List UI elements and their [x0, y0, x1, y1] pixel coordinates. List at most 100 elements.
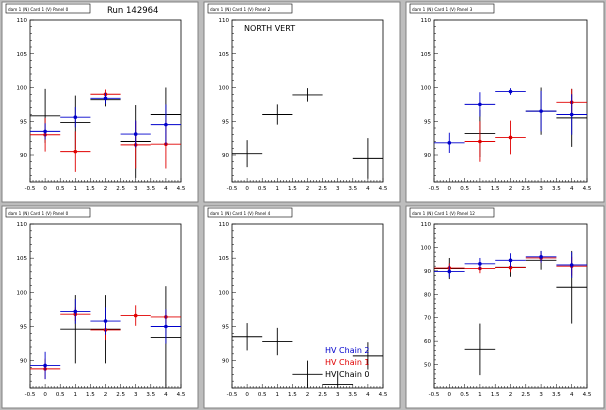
x-tick-label: 2.5: [116, 186, 125, 192]
data-point: [508, 89, 513, 94]
x-tick-label: -0.5: [227, 186, 238, 192]
panel-annotation: Run 142964: [107, 6, 158, 16]
y-tick-label: 90: [222, 153, 229, 159]
x-tick-label: 3.5: [348, 186, 357, 192]
y-tick-label: 90: [20, 359, 27, 365]
x-tick-label: 1: [74, 392, 78, 398]
data-point: [133, 132, 138, 136]
data-point: [508, 135, 513, 140]
y-tick-label: 70: [424, 316, 431, 322]
x-tick-label: 3: [539, 186, 543, 192]
y-tick-label: 95: [222, 325, 229, 331]
y-tick-label: 80: [424, 292, 431, 298]
data-point: [164, 122, 168, 127]
panel-header-box: [5, 3, 91, 14]
panel-3: dam 1 (N) Card 1 (V) Panel 3 -0.5 0 0.5 1 1.5…: [405, 1, 605, 203]
series-chain2: [30, 299, 181, 380]
panel-header: dam 1 (N) Card 1 (V) Panel 0: [8, 211, 69, 216]
x-tick-label: 0: [448, 392, 452, 398]
panel-6: dam 1 (N) Card 1 (V) Panel 12 -0.5 0 0.5 1 1.…: [405, 205, 605, 409]
y-tick-label: 110: [421, 222, 432, 228]
y-tick-label: 110: [219, 18, 230, 24]
x-tick-label: 3.5: [348, 392, 357, 398]
x-tick-label: 4: [366, 392, 370, 398]
x-tick-label: 3: [134, 186, 138, 192]
x-tick-label: 0.5: [258, 186, 267, 192]
panel-background: [203, 205, 401, 409]
y-tick-label: 100: [17, 86, 28, 92]
y-tick-label: 95: [20, 325, 27, 331]
x-tick-label: 0: [43, 186, 47, 192]
panel-header: dam 1 (N) Card 1 (V) Panel 0: [8, 7, 69, 12]
panel-1: dam 1 (N) Card 1 (V) Panel 0 -0.5 0 0.5 1 1.5…: [1, 1, 199, 203]
y-tick-label: 105: [17, 52, 28, 58]
panel-background: [405, 205, 605, 409]
x-tick-label: 4.5: [379, 392, 388, 398]
x-tick-label: 4.5: [583, 186, 592, 192]
data-point: [43, 363, 47, 368]
panel-header: dam 1 (N) Card 1 (V) Panel 3: [412, 7, 473, 12]
data-point: [539, 109, 543, 113]
data-point: [103, 96, 108, 101]
data-point: [447, 269, 452, 274]
y-tick-label: 95: [20, 119, 27, 125]
y-tick-label: 100: [219, 86, 230, 92]
data-point: [569, 112, 574, 117]
y-tick-label: 95: [222, 119, 229, 125]
y-tick-label: 105: [219, 52, 230, 58]
data-point: [43, 129, 47, 134]
data-point: [569, 263, 574, 267]
data-point: [447, 141, 452, 145]
y-tick-label: 95: [424, 119, 431, 125]
x-tick-label: 0.5: [56, 186, 65, 192]
data-point: [508, 258, 513, 263]
x-tick-label: -0.5: [429, 392, 440, 398]
y-tick-label: 90: [424, 153, 431, 159]
legend: HV Chain 2 HV Chain 1 HV Chain 0: [325, 346, 370, 379]
y-tick-label: 50: [424, 363, 431, 369]
panel-annotation: NORTH VERT: [244, 24, 295, 33]
x-tick-label: 1.5: [491, 186, 500, 192]
data-point: [103, 319, 108, 323]
data-point: [73, 149, 78, 154]
x-tick-label: 3: [134, 392, 138, 398]
x-tick-label: -0.5: [25, 186, 36, 192]
panel-header-box: [409, 207, 495, 218]
series-chain2: [30, 92, 181, 148]
y-tick-label: 90: [20, 153, 27, 159]
x-tick-label: 3.5: [552, 186, 561, 192]
panel-2: dam 1 (N) Card 1 (V) Panel 2 -0.5 0 0.5 1 1.5…: [203, 1, 401, 203]
panel-header-box: [5, 207, 91, 218]
x-tick-label: 4: [570, 392, 574, 398]
x-tick-label: 4: [164, 392, 168, 398]
x-tick-label: 1.5: [86, 392, 95, 398]
legend-entry: HV Chain 0: [325, 370, 370, 379]
x-tick-label: 2.5: [116, 392, 125, 398]
x-tick-label: 4: [570, 186, 574, 192]
x-tick-label: 4.5: [583, 392, 592, 398]
x-tick-label: 0.5: [56, 392, 65, 398]
x-tick-label: 3: [539, 392, 543, 398]
y-tick-label: 100: [17, 290, 28, 296]
x-tick-label: 0: [245, 186, 249, 192]
x-tick-label: 4.5: [379, 186, 388, 192]
x-tick-label: 0.5: [460, 392, 469, 398]
x-tick-label: 2: [306, 392, 310, 398]
series-chain0: [232, 88, 383, 179]
x-tick-label: 0.5: [460, 186, 469, 192]
y-tick-label: 105: [421, 52, 432, 58]
y-tick-label: 100: [219, 290, 230, 296]
x-tick-label: 4.5: [177, 392, 186, 398]
x-tick-label: 2: [306, 186, 310, 192]
data-point: [478, 262, 482, 266]
x-tick-label: 2: [104, 392, 108, 398]
x-tick-label: 0: [448, 186, 452, 192]
x-tick-label: 2.5: [521, 392, 530, 398]
y-tick-label: 90: [222, 359, 229, 365]
data-point: [73, 115, 78, 119]
x-tick-label: 1: [478, 392, 482, 398]
x-tick-label: 2.5: [318, 392, 327, 398]
data-point: [73, 309, 78, 314]
series-chain0: [232, 323, 383, 388]
x-tick-label: -0.5: [25, 392, 36, 398]
